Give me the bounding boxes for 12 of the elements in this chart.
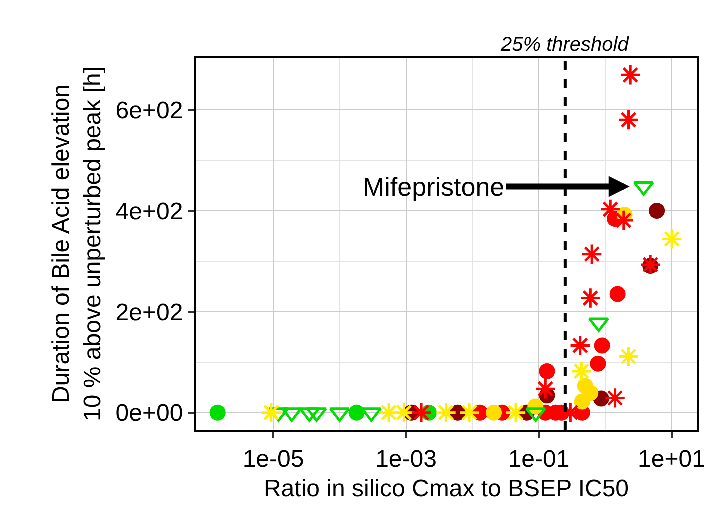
x-axis-title: Ratio in silico Cmax to BSEP IC50 [264,476,630,503]
x-tick-label: 1e+01 [638,446,706,473]
x-tick-label: 1e-03 [376,446,437,473]
y-tick-label: 4e+02 [116,198,184,226]
x-tick-label: 1e-01 [508,446,570,473]
x-tick-label: 1e-05 [242,446,304,473]
annotation: Mifepristone [363,172,505,202]
y-axis-title: Duration of Bile Acid elevation 10 % above unperturbed peak [h] [48,66,106,422]
y-tick-label: 6e+02 [116,97,184,124]
y-tick-label: 0e+00 [116,400,184,428]
y-tick-label: 2e+02 [116,299,184,326]
ref-line-label: 25% threshold [500,34,630,56]
